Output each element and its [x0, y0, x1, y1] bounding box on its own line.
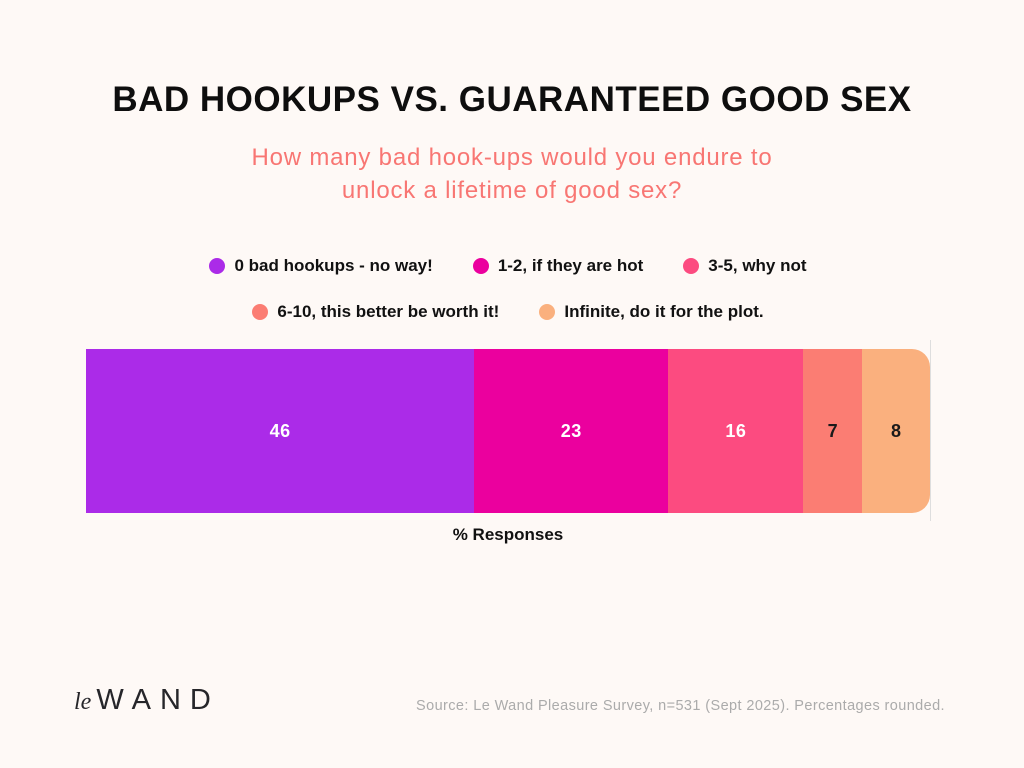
bar-value-label: 7 [827, 420, 839, 441]
legend-row-2: 6-10, this better be worth it! Infinite, … [252, 302, 764, 322]
source-note: Source: Le Wand Pleasure Survey, n=531 (… [416, 698, 945, 714]
legend-label: 3-5, why not [708, 256, 807, 275]
bar-segment: 8 [862, 349, 930, 513]
legend-label: 0 bad hookups - no way! [234, 256, 433, 275]
legend-label: 6-10, this better be worth it! [277, 302, 500, 321]
legend-item: 0 bad hookups - no way! [209, 256, 433, 276]
legend-label: 1-2, if they are hot [497, 256, 644, 275]
legend: 0 bad hookups - no way! 1-2, if they are … [86, 256, 930, 322]
chart-subtitle: How many bad hook-ups would you endure t… [0, 141, 1024, 207]
legend-item: 6-10, this better be worth it! [252, 302, 499, 322]
bar-value-label: 16 [725, 420, 747, 441]
legend-item: Infinite, do it for the plot. [539, 302, 764, 322]
plot-right-border-line [930, 340, 931, 521]
legend-swatch-icon [209, 258, 226, 274]
x-axis-label: % Responses [452, 525, 564, 544]
chart-title: BAD HOOKUPS VS. GUARANTEED GOOD SEX [112, 80, 912, 119]
bar-segment: 7 [803, 349, 863, 513]
legend-row-1: 0 bad hookups - no way! 1-2, if they are … [209, 256, 807, 276]
chart-subtitle-line-1: How many bad hook-ups would you endure t… [251, 144, 773, 171]
bar-value-label: 46 [269, 420, 291, 441]
legend-swatch-icon [539, 304, 556, 320]
stacked-bar: 46 23 16 7 8 [86, 349, 930, 513]
logo-le-text: le [74, 689, 92, 715]
logo-wand-text: WAND [96, 684, 220, 716]
legend-item: 3-5, why not [683, 256, 807, 276]
bar-segment: 46 [86, 349, 475, 513]
le-wand-logo: le WAND [74, 684, 220, 717]
bar-segment: 23 [474, 349, 669, 513]
bar-value-label: 23 [560, 420, 582, 441]
bar-segment: 16 [668, 349, 804, 513]
legend-label: Infinite, do it for the plot. [564, 302, 764, 321]
legend-swatch-icon [252, 304, 269, 320]
chart-subtitle-line-2: unlock a lifetime of good sex? [341, 177, 683, 204]
legend-item: 1-2, if they are hot [472, 256, 644, 276]
legend-swatch-icon [683, 258, 700, 274]
stacked-bar-chart: 46 23 16 7 8 % Responses [86, 340, 931, 545]
bar-value-label: 8 [890, 420, 902, 441]
legend-swatch-icon [472, 258, 489, 274]
